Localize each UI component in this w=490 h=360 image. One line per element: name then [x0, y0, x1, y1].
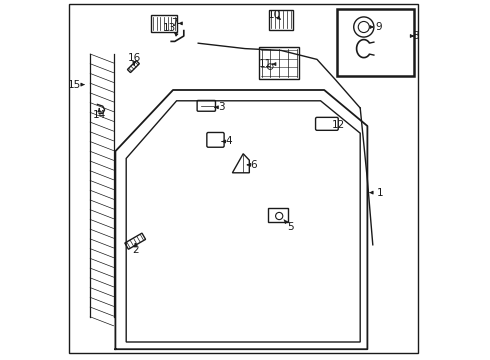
Text: 7: 7: [172, 18, 178, 28]
Text: 10: 10: [268, 10, 281, 20]
Text: 11: 11: [259, 59, 272, 69]
Text: 2: 2: [132, 245, 139, 255]
Bar: [269, 208, 288, 222]
Text: 3: 3: [218, 102, 225, 112]
Bar: [151, 15, 176, 31]
Text: 16: 16: [127, 53, 141, 63]
Text: 1: 1: [377, 188, 383, 198]
Text: 9: 9: [375, 22, 382, 32]
Text: 4: 4: [225, 136, 232, 147]
Bar: [259, 47, 299, 79]
Text: 12: 12: [332, 120, 345, 130]
Text: 5: 5: [287, 222, 294, 232]
Bar: [337, 9, 414, 76]
Text: 6: 6: [251, 160, 257, 170]
Polygon shape: [126, 101, 360, 342]
Text: 13: 13: [163, 23, 176, 33]
Bar: [270, 10, 293, 30]
Text: 14: 14: [93, 110, 106, 120]
Text: 8: 8: [413, 31, 419, 41]
Text: 15: 15: [68, 80, 81, 90]
